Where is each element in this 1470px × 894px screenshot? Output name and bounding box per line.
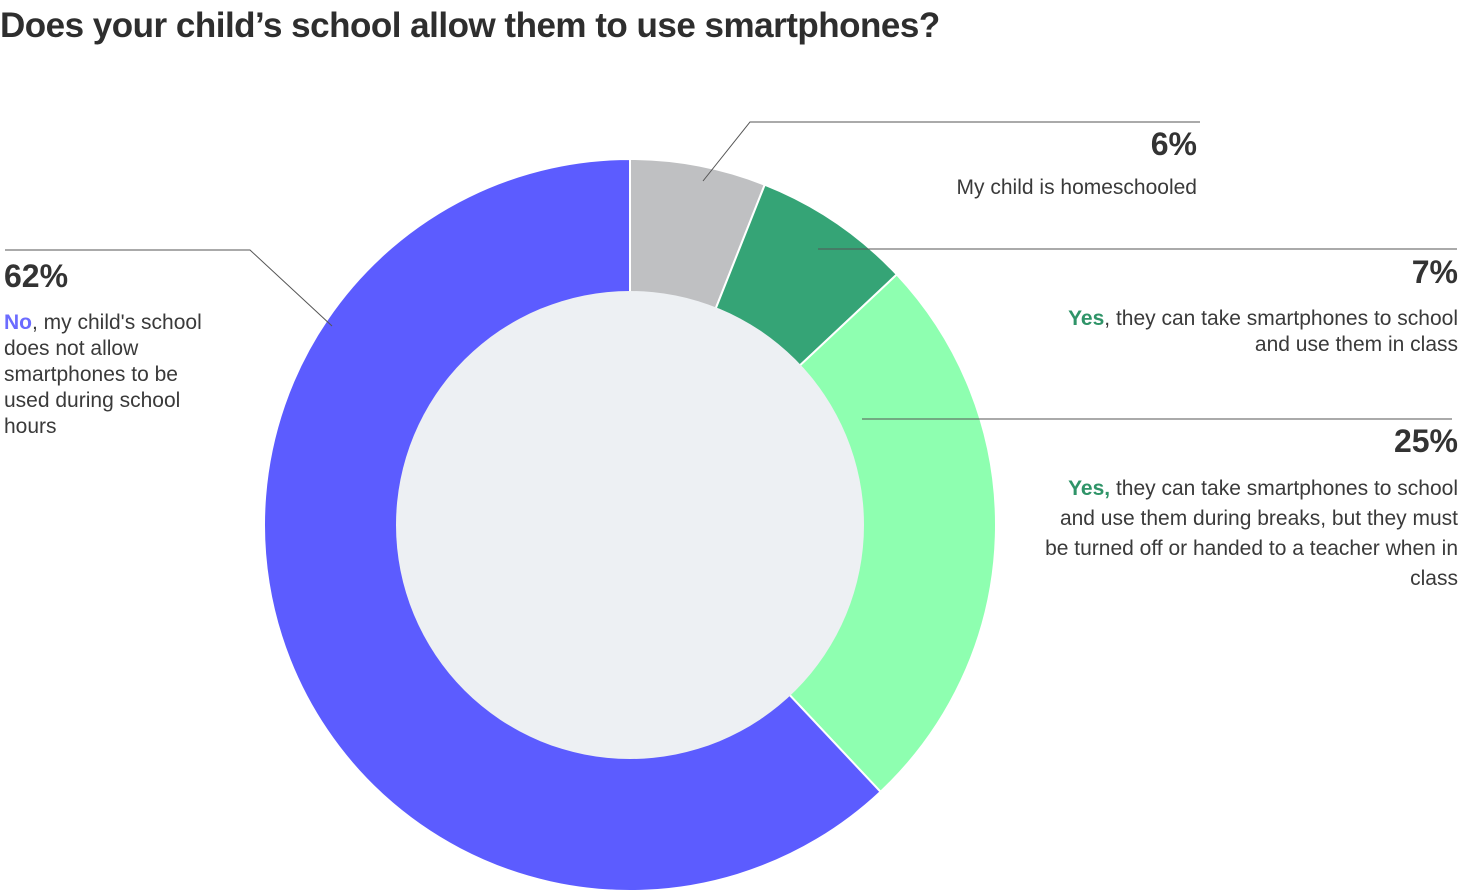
slice-highlight: No (4, 311, 32, 334)
donut-center (396, 291, 864, 759)
slice-highlight: Yes (1068, 307, 1105, 330)
slice-description: Yes, they can take smartphones to school… (1038, 306, 1458, 358)
annotation-yes-in-class: 7% Yes, they can take smartphones to sch… (1038, 254, 1458, 358)
slice-text: , my child's school does not allow smart… (4, 311, 202, 438)
slice-text: , they can take smartphones to school an… (1104, 307, 1458, 356)
annotation-yes-breaks: 25% Yes, they can take smartphones to sc… (1038, 423, 1458, 594)
annotation-no: 62% No, my child's school does not allow… (4, 258, 229, 440)
leader-line (5, 249, 333, 327)
slice-percent-label: 62% (4, 258, 69, 294)
slice-percent-label: 7% (1411, 254, 1458, 290)
slice-description: My child is homeschooled (777, 175, 1197, 201)
slice-description: Yes, they can take smartphones to school… (1038, 474, 1458, 594)
slice-text: My child is homeschooled (956, 176, 1197, 199)
slice-percent-label: 6% (1150, 126, 1197, 162)
chart-title: Does your child’s school allow them to u… (0, 6, 940, 45)
slice-highlight: Yes, (1068, 477, 1111, 500)
slice-text: they can take smartphones to school and … (1045, 477, 1458, 590)
slice-percent-label: 25% (1393, 423, 1458, 459)
annotation-homeschooled: 6% My child is homeschooled (777, 126, 1197, 201)
slice-description: No, my child's school does not allow sma… (4, 310, 229, 440)
leader-line (702, 121, 1200, 182)
